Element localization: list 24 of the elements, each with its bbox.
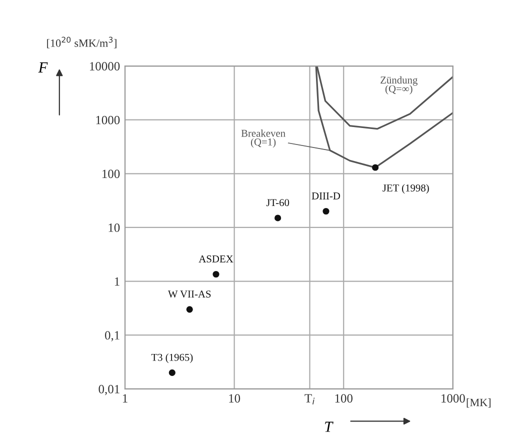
y-tick-label: 1 (114, 277, 120, 286)
y-axis-title: F (38, 62, 48, 72)
text: [MK] (466, 398, 491, 408)
x-tick-label: T$_{i}$ (304, 394, 315, 404)
series-label: ASDEX (198, 255, 234, 262)
x-tick-label: 1000 (442, 394, 465, 403)
text: Breakeven (Q=1) (241, 129, 286, 148)
series-label: W VII-AS (168, 290, 211, 298)
series-label: JT-60 (266, 199, 290, 206)
y-tick-label: 10000 (90, 62, 120, 70)
x-axis-title: T (325, 422, 334, 432)
series-label: JET (1998) (382, 184, 429, 194)
series-label: DIII-D (312, 192, 340, 200)
x-tick-label: 100 (335, 394, 353, 403)
y-tick-label: 0,1 (104, 331, 120, 342)
y-tick-label: 0,01 (98, 384, 120, 396)
y-tick-label: 10 (108, 223, 120, 232)
series-label: T3 (1965) (151, 354, 193, 363)
text: [10$^{20}$ sMK/m$^{3}$] (47, 36, 116, 48)
y-tick-label: 100 (102, 170, 120, 178)
y-tick-label: 1000 (96, 116, 120, 124)
x-tick-label: 1 (122, 394, 128, 402)
series-label: Zündung (Q=∞) (380, 76, 418, 94)
x-tick-label: 10 (229, 394, 240, 403)
